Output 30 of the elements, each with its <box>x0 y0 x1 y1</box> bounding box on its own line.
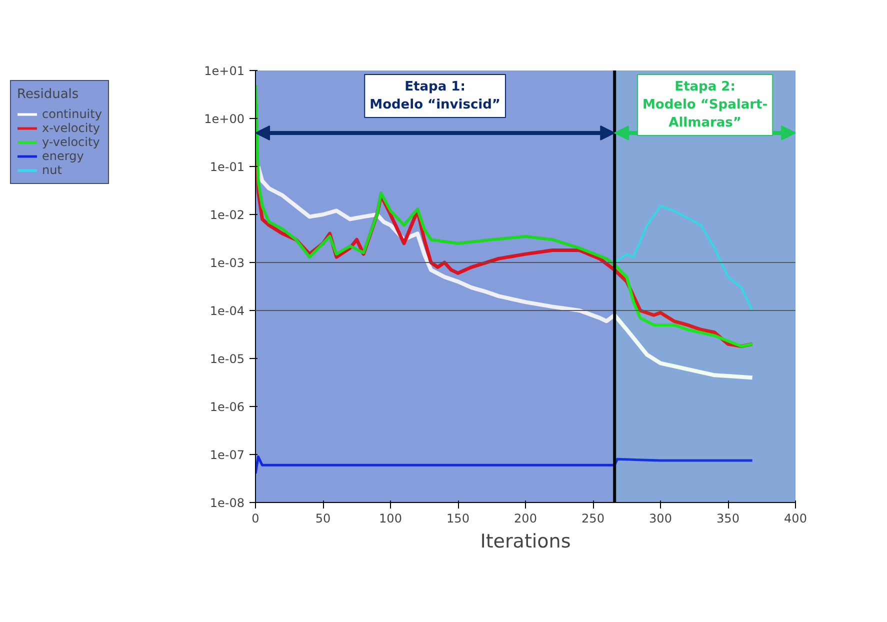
band-label: Etapa 1: Modelo “inviscid” <box>370 80 500 112</box>
x-tick-label: 350 <box>716 512 740 526</box>
line-series <box>614 205 754 312</box>
x-tick-label: 100 <box>379 512 402 526</box>
x-tick-label: 50 <box>315 512 331 526</box>
y-tick-label: 1e-01 <box>210 160 245 174</box>
legend-label: x-velocity <box>42 121 100 135</box>
y-tick-label: 1e-06 <box>210 400 245 414</box>
x-tick-label: 150 <box>446 512 470 526</box>
y-tick-label: 1e+01 <box>204 64 244 78</box>
x-tick-label: 300 <box>649 512 672 526</box>
legend-title: Residuals <box>17 87 80 102</box>
x-tick-label: 250 <box>582 512 604 526</box>
y-tick-label: 1e-03 <box>210 256 245 270</box>
y-tick-label: 1e-07 <box>210 448 245 462</box>
legend-label: energy <box>42 149 84 163</box>
legend-label: nut <box>42 163 62 177</box>
x-tick-label: 200 <box>514 512 537 526</box>
x-axis-title: Iterations <box>480 530 571 552</box>
y-tick-label: 1e-02 <box>210 208 245 222</box>
band-label: Etapa 2: Modelo “Spalart- Allmaras” <box>642 80 768 130</box>
line-series <box>256 455 754 475</box>
legend-label: y-velocity <box>42 135 100 149</box>
y-tick-label: 1e-08 <box>210 496 245 510</box>
legend-label: continuity <box>42 107 102 121</box>
x-tick-label: 0 <box>252 512 260 526</box>
y-tick-label: 1e-05 <box>210 352 245 366</box>
y-tick-label: 1e-04 <box>210 304 245 318</box>
y-tick-label: 1e+00 <box>204 112 244 126</box>
x-tick-label: 400 <box>784 512 807 526</box>
